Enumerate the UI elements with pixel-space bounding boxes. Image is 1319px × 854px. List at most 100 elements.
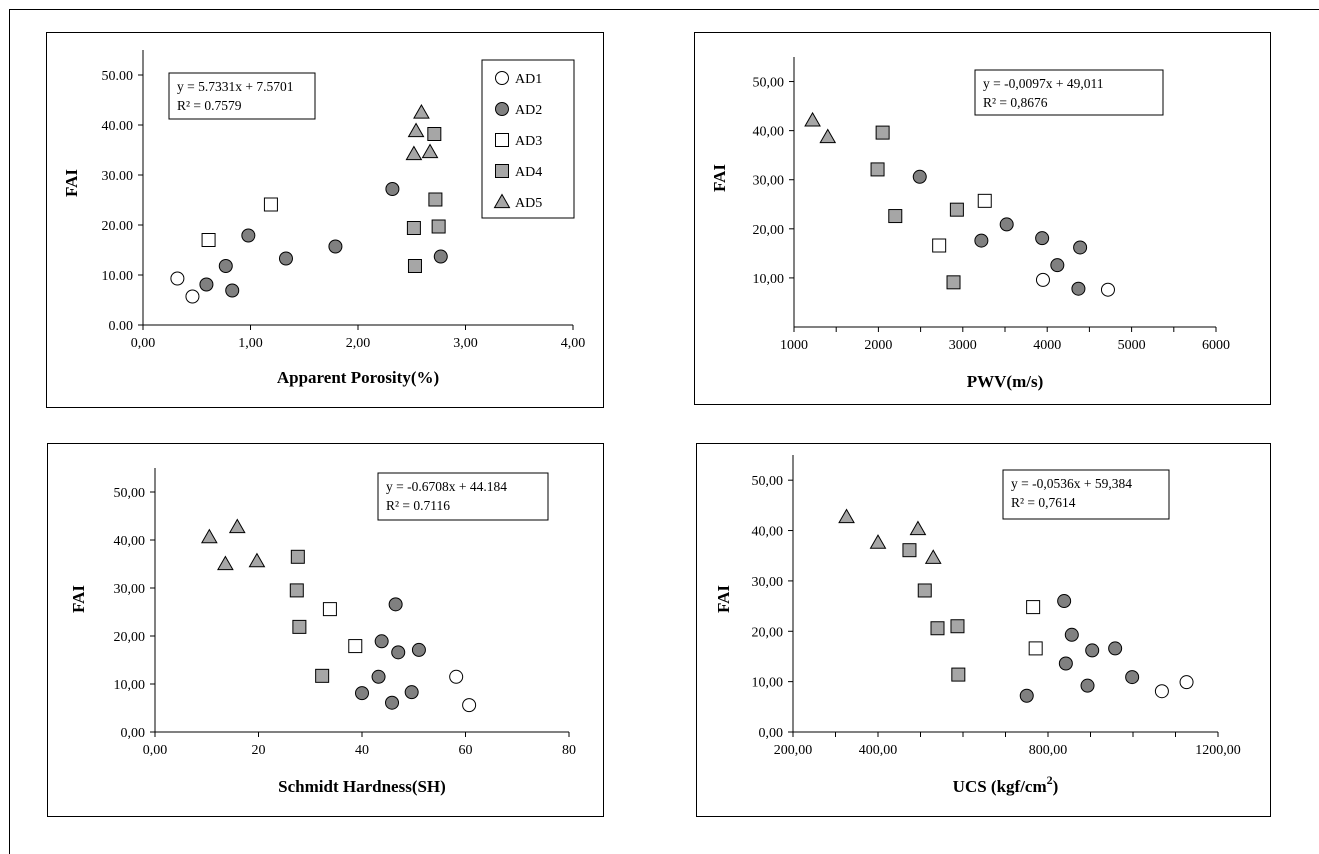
y-axis-label: FAI xyxy=(62,169,81,197)
data-point-ad4 xyxy=(902,543,917,558)
data-point-ad2 xyxy=(433,249,448,264)
data-point-ad2 xyxy=(199,277,214,292)
regression-equation-box xyxy=(974,69,1164,116)
data-point-ad4 xyxy=(289,583,304,598)
x-tick-label: 1,00 xyxy=(238,336,263,351)
y-tick-label: 10,00 xyxy=(752,676,784,691)
x-tick-label: 40 xyxy=(355,743,369,758)
data-point-ad5 xyxy=(869,534,887,549)
data-point-ad5 xyxy=(217,555,234,571)
data-point-ad1 xyxy=(1100,282,1115,297)
legend-label-ad5: AD5 xyxy=(515,196,542,211)
data-point-ad3 xyxy=(201,233,216,247)
data-point-ad5 xyxy=(819,128,837,144)
data-point-ad2 xyxy=(385,182,400,196)
data-point-ad2 xyxy=(912,169,927,184)
y-tick-label: 10,00 xyxy=(753,272,785,287)
data-point-ad1 xyxy=(170,271,185,286)
x-tick-label: 3,00 xyxy=(453,336,478,351)
x-axis-label: UCS (kgf/cm2) xyxy=(953,773,1059,796)
series-ad1 xyxy=(1035,272,1115,297)
data-point-ad2 xyxy=(1057,594,1072,609)
series-ad5 xyxy=(200,518,266,571)
data-point-ad2 xyxy=(999,217,1014,232)
regression-equation: y = -0,0536x + 59,384 xyxy=(1011,476,1132,491)
data-point-ad2 xyxy=(1108,641,1123,656)
y-axis-label: FAI xyxy=(69,585,88,613)
data-point-ad4 xyxy=(290,549,305,564)
data-point-ad2 xyxy=(391,645,406,660)
series-ad5 xyxy=(405,103,439,161)
data-point-ad4 xyxy=(427,127,442,141)
y-tick-label: 50,00 xyxy=(752,474,784,489)
y-tick-label: 0,00 xyxy=(759,726,784,741)
legend-marker-ad4 xyxy=(495,164,509,178)
legend-marker-ad5 xyxy=(493,193,511,209)
y-tick-label: 20.00 xyxy=(102,219,134,234)
data-point-ad4 xyxy=(407,259,422,273)
data-point-ad2 xyxy=(1071,281,1086,296)
data-point-ad4 xyxy=(292,619,307,634)
legend-label-ad2: AD2 xyxy=(515,103,542,118)
data-point-ad2 xyxy=(328,239,343,254)
r-squared-value: R² = 0,8676 xyxy=(983,95,1048,110)
data-point-ad5 xyxy=(804,111,821,127)
y-tick-label: 40,00 xyxy=(752,525,784,540)
legend-marker-ad3 xyxy=(495,133,509,147)
x-tick-label: 4000 xyxy=(1033,338,1061,353)
legend-box xyxy=(481,59,575,219)
data-point-ad2 xyxy=(371,669,386,684)
data-point-ad4 xyxy=(888,209,903,224)
data-point-ad5 xyxy=(421,143,439,159)
y-tick-label: 10.00 xyxy=(102,269,134,284)
data-point-ad5 xyxy=(838,508,855,524)
series-ad2 xyxy=(912,169,1088,296)
data-point-ad2 xyxy=(1073,240,1088,255)
data-point-ad1 xyxy=(1035,272,1050,287)
data-point-ad2 xyxy=(1080,678,1095,693)
page-frame xyxy=(9,9,1319,854)
data-point-ad4 xyxy=(930,621,945,636)
y-tick-label: 50,00 xyxy=(753,76,785,91)
regression-equation: y = 5.7331x + 7.5701 xyxy=(177,79,293,94)
pwv-chart-panel: 10,00 20,00 30,00 40,00 50,00 1000 2000 3000 400… xyxy=(694,32,1271,405)
series-ad1 xyxy=(1154,675,1194,699)
data-point-ad4 xyxy=(431,219,446,234)
x-axis-label-end: ) xyxy=(1053,777,1059,796)
x-tick-label: 2,00 xyxy=(346,336,371,351)
data-point-ad4 xyxy=(949,202,964,217)
r-squared-value: R² = 0,7614 xyxy=(1011,495,1076,510)
schmidt-chart-panel: 0,00 10,00 20,00 30,00 40,00 50,00 0,00 20 40 60 8… xyxy=(47,443,604,817)
regression-equation: y = -0.6708x + 44.184 xyxy=(386,479,507,494)
legend-label-ad3: AD3 xyxy=(515,134,542,149)
data-point-ad4 xyxy=(950,619,965,634)
y-tick-label: 40,00 xyxy=(114,534,146,549)
data-point-ad2 xyxy=(374,634,389,649)
series-ad3 xyxy=(1026,600,1043,656)
data-point-ad2 xyxy=(974,233,989,248)
y-tick-label: 30,00 xyxy=(114,582,146,597)
series-ad4 xyxy=(870,125,964,290)
data-point-ad1 xyxy=(1179,675,1194,690)
data-point-ad3 xyxy=(1028,641,1043,656)
x-tick-label: 20 xyxy=(252,743,266,758)
series-ad3 xyxy=(201,197,278,247)
legend-marker-ad1 xyxy=(495,71,509,85)
series-ad2 xyxy=(355,597,426,710)
y-tick-label: 0,00 xyxy=(121,726,146,741)
series-ad1 xyxy=(170,271,200,304)
series-ad1 xyxy=(449,669,477,713)
data-point-ad2 xyxy=(1019,688,1034,703)
x-axis-label-text: Schmidt Hardness(SH) xyxy=(278,777,446,796)
y-tick-label: 40,00 xyxy=(753,125,785,140)
x-tick-label: 0,00 xyxy=(143,743,168,758)
ucs-scatter-plot: 0,00 10,00 20,00 30,00 40,00 50,00 200,00 400,0… xyxy=(714,455,1241,796)
r-squared-value: R² = 0.7116 xyxy=(386,498,450,513)
data-point-ad2 xyxy=(1058,656,1073,671)
series-ad5 xyxy=(838,508,942,564)
data-point-ad5 xyxy=(405,145,423,161)
legend-label-ad4: AD4 xyxy=(515,165,542,180)
data-point-ad4 xyxy=(917,583,932,598)
y-tick-label: 30,00 xyxy=(752,575,784,590)
series-ad4 xyxy=(406,127,446,273)
